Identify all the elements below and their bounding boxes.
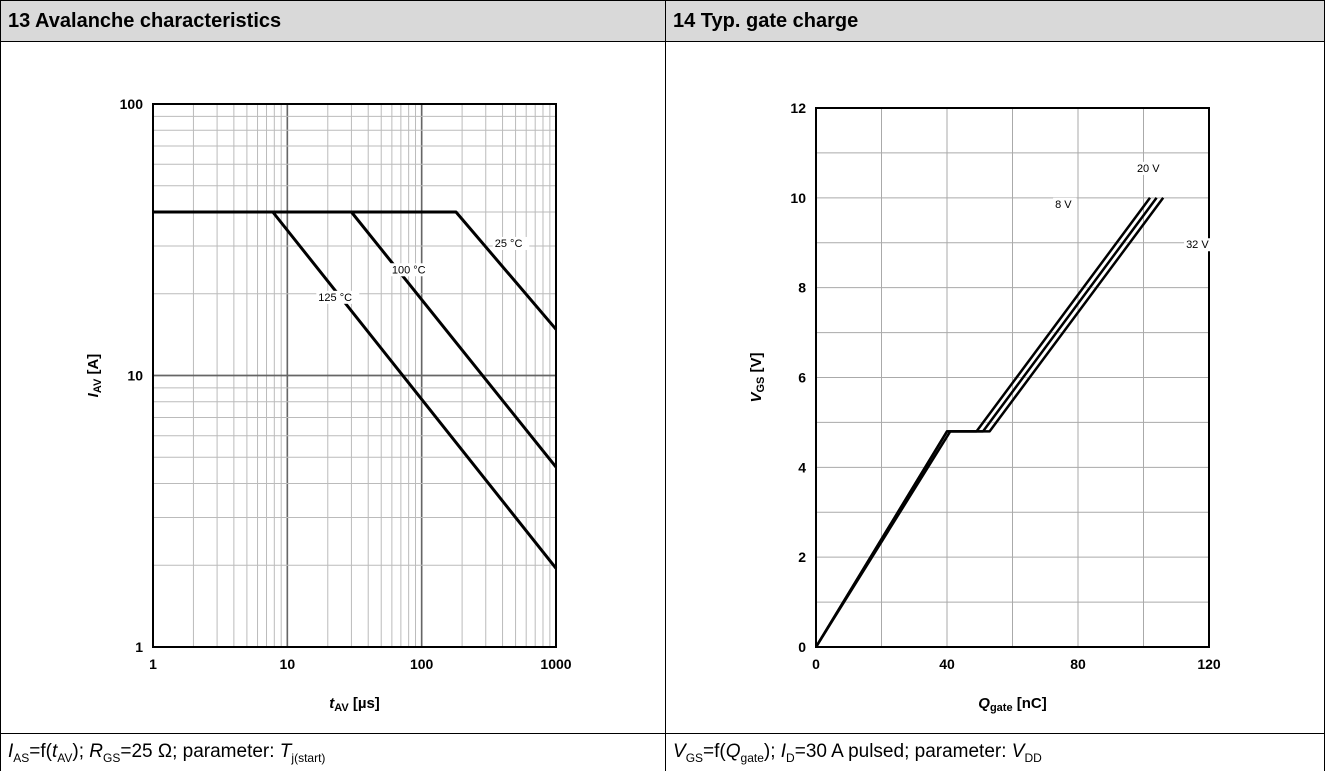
- caption-14-symbol-vdd: V: [1011, 741, 1025, 762]
- panel-14-caption: VGS=f(Qgate); ID=30 A pulsed; parameter:…: [666, 736, 1324, 774]
- y-tick-label: 12: [790, 100, 806, 116]
- caption-14-symbol-v: V: [673, 741, 686, 762]
- caption-13-text-f: =f(: [29, 741, 52, 762]
- caption-14-text-f: =f(: [703, 741, 726, 762]
- x-tick-label: 120: [1197, 656, 1221, 672]
- caption-13-sub-av: AV: [57, 750, 73, 765]
- y-tick-label: 2: [798, 549, 806, 565]
- caption-13-symbol-t: t: [52, 741, 58, 762]
- series-line: [153, 210, 558, 469]
- x-axis-label-symbol: Q: [978, 695, 990, 712]
- x-axis-label-symbol: t: [329, 695, 335, 712]
- x-tick-label: 100: [410, 656, 434, 672]
- caption-14-sub-dd: DD: [1024, 750, 1042, 765]
- curve-label: 100 °C: [392, 264, 426, 276]
- curve-label: 125 °C: [318, 292, 352, 304]
- caption-13-sub-jstart: j(start): [291, 750, 326, 765]
- x-axis-label-unit: [µs]: [349, 695, 380, 712]
- y-tick-label: 0: [798, 639, 806, 655]
- chart-1-group: 8 V 20 V 32 V 0 40 80 120 0 2 4 6 8 10 12 Qgate [nC] VG…: [748, 100, 1221, 714]
- curve-label: 20 V: [1137, 163, 1160, 175]
- y-axis-label-symbol: I: [85, 392, 102, 397]
- plot-frame: [152, 103, 557, 648]
- curve-label-bg: [316, 290, 360, 304]
- border-above-captions: [0, 733, 1325, 734]
- y-tick-label: 1: [135, 639, 143, 655]
- x-axis-label-sub: gate: [990, 702, 1013, 714]
- curve-label-bg: [389, 263, 433, 277]
- caption-14-sub-d: D: [786, 750, 795, 765]
- y-axis-label: IAV [A]: [85, 354, 104, 398]
- panel-14-title-text: 14 Typ. gate charge: [673, 10, 859, 32]
- x-axis-label-sub: AV: [334, 702, 349, 714]
- caption-13-text-param: =25 Ω; parameter:: [120, 741, 280, 762]
- y-tick-label: 10: [790, 190, 806, 206]
- border-middle: [665, 0, 666, 771]
- y-axis-label-sub: AV: [92, 378, 104, 393]
- x-tick-label: 1000: [540, 656, 571, 672]
- curve-label-bg: [1134, 161, 1165, 175]
- border-under-titles: [0, 41, 1325, 42]
- x-tick-label: 0: [812, 656, 820, 672]
- curve-label: 32 V: [1186, 239, 1209, 251]
- y-tick-label: 10: [127, 368, 143, 384]
- x-tick-label: 1: [149, 656, 157, 672]
- curve-label-bg: [1053, 197, 1077, 211]
- caption-13-symbol-r: R: [89, 741, 104, 762]
- panel-13-title-text: 13 Avalanche characteristics: [8, 10, 282, 32]
- y-axis-label-unit: [A]: [85, 354, 102, 379]
- curve-label: 8 V: [1055, 199, 1072, 211]
- series-line: [153, 210, 558, 570]
- x-axis-label: tAV [µs]: [329, 695, 380, 714]
- curve-label: 25 °C: [495, 238, 523, 250]
- plot-frame: [815, 107, 1210, 648]
- caption-14-text-sep: );: [763, 741, 781, 762]
- series-line: [153, 210, 558, 331]
- caption-13-sub-as: AS: [13, 750, 30, 765]
- border-left: [0, 0, 1, 771]
- caption-13-symbol-i: I: [8, 741, 14, 762]
- caption-14-symbol-q: Q: [725, 741, 741, 762]
- caption-14-symbol-i: I: [780, 741, 787, 762]
- series-line: [814, 197, 1165, 648]
- border-top: [0, 0, 1325, 1]
- caption-14-text-param: =30 A pulsed; parameter:: [794, 741, 1012, 762]
- y-axis-label: VGS [V]: [748, 352, 767, 402]
- x-tick-label: 80: [1070, 656, 1086, 672]
- curve-label-bg: [1184, 238, 1215, 252]
- caption-13-symbol-tj: T: [279, 741, 292, 762]
- y-tick-label: 100: [120, 96, 144, 112]
- panel-14-title: 14 Typ. gate charge: [666, 1, 1324, 41]
- y-axis-label-sub: GS: [755, 377, 767, 393]
- x-axis-label-unit: [nC]: [1013, 695, 1047, 712]
- y-axis-label-unit: [V]: [748, 352, 765, 376]
- caption-14-sub-gate: gate: [740, 750, 764, 765]
- caption-13-text-sep: );: [72, 741, 90, 762]
- caption-13-sub-gs: GS: [103, 750, 121, 765]
- y-tick-label: 6: [798, 370, 806, 386]
- x-axis-label: Qgate [nC]: [978, 695, 1046, 714]
- panel-13-caption: IAS=f(tAV); RGS=25 Ω; parameter: Tj(star…: [1, 736, 665, 774]
- y-axis-label-symbol: V: [748, 391, 765, 403]
- x-tick-label: 10: [280, 656, 296, 672]
- curve-label-bg: [492, 236, 530, 250]
- panel-13-title: 13 Avalanche characteristics: [1, 1, 665, 41]
- x-tick-label: 40: [939, 656, 955, 672]
- y-tick-label: 4: [798, 459, 806, 475]
- y-tick-label: 8: [798, 280, 806, 296]
- caption-14-sub-gs: GS: [685, 750, 704, 765]
